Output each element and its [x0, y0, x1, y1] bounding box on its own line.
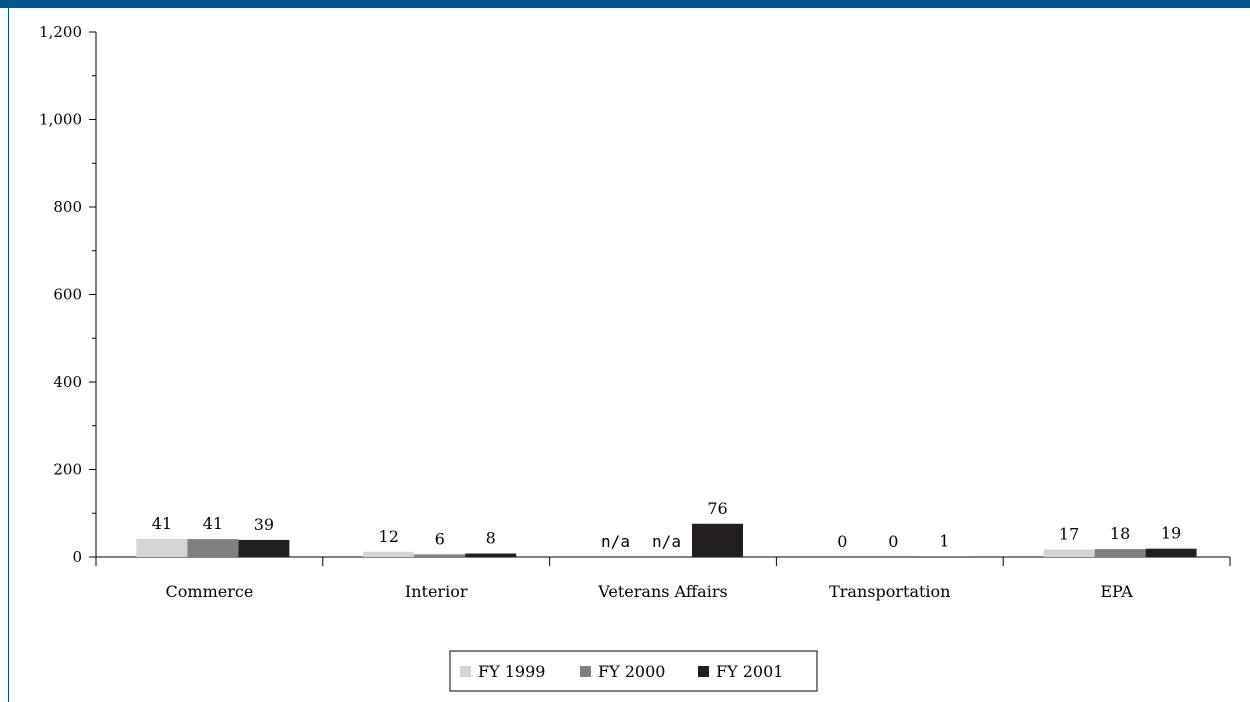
bar-value-label: 17 — [1059, 525, 1079, 544]
bar-value-label: 18 — [1110, 524, 1130, 543]
legend-swatch — [580, 666, 591, 677]
legend-swatch — [460, 666, 471, 677]
bar-value-label: n/a — [601, 532, 630, 551]
legend-label: FY 2000 — [598, 662, 665, 681]
bar — [136, 539, 188, 557]
bar-value-label: 12 — [379, 527, 399, 546]
bar-value-label: 41 — [152, 514, 172, 533]
y-tick-label: 200 — [53, 461, 82, 479]
bar-value-label: 1 — [939, 532, 949, 551]
y-tick-label: 600 — [53, 286, 82, 304]
bar-value-label: 8 — [486, 529, 496, 548]
x-category-label: Veterans Affairs — [597, 582, 727, 601]
bar-value-label: 0 — [888, 532, 898, 551]
chart-bars — [136, 523, 1197, 557]
bar — [1094, 549, 1146, 557]
y-tick-label: 0 — [72, 548, 82, 566]
chart-value-labels: 41 12 n/a 0 17 41 6 n/a 0 18 39 8 76 1 19 — [152, 499, 1182, 551]
bar — [692, 523, 743, 557]
bar — [187, 539, 239, 557]
legend-box — [449, 650, 818, 692]
bar-value-label: 76 — [707, 499, 727, 518]
y-tick-label: 400 — [53, 373, 82, 391]
bar-value-label: n/a — [652, 532, 681, 551]
left-border-rule — [8, 8, 9, 702]
bar-value-label: 0 — [837, 532, 847, 551]
header-band — [0, 0, 1250, 8]
legend-label: FY 1999 — [478, 662, 545, 681]
bar-value-label: 39 — [254, 515, 274, 534]
x-category-label: Interior — [405, 582, 468, 601]
x-category-label: Commerce — [166, 582, 254, 601]
bar-value-label: 41 — [203, 514, 223, 533]
y-tick-label: 1,200 — [39, 23, 82, 41]
x-category-label: EPA — [1100, 582, 1133, 601]
bar — [414, 554, 466, 557]
bar — [465, 553, 517, 557]
x-category-label: Transportation — [829, 582, 950, 601]
legend-swatch — [698, 666, 709, 677]
legend-label: FY 2001 — [716, 662, 783, 681]
bar — [1043, 549, 1095, 557]
chart-legend: FY 1999 FY 2000 FY 2001 — [449, 650, 818, 692]
bar — [363, 551, 415, 557]
y-tick-label: 800 — [53, 198, 82, 216]
bar-value-label: 19 — [1161, 524, 1181, 543]
y-tick-label: 1,000 — [39, 111, 82, 129]
bar-value-label: 6 — [435, 529, 445, 548]
bar — [238, 539, 290, 557]
bar — [1145, 548, 1197, 557]
